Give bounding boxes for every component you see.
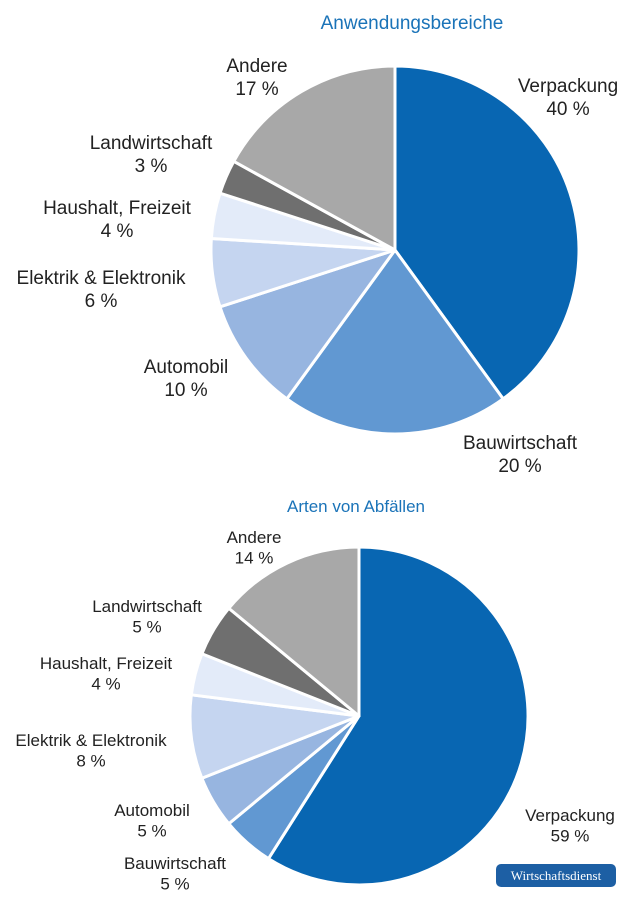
slice-label-automobil: Automobil [144, 357, 229, 378]
pie-slice-andere [227, 545, 361, 718]
slice-value-automobil: 5 % [137, 821, 166, 840]
badge-text: Wirtschaftsdienst [511, 868, 602, 883]
slice-value-elektrik-und-elektronik: 6 % [85, 291, 118, 312]
slice-label-andere: Andere [226, 56, 287, 77]
slice-label-haushalt-freizeit: Haushalt, Freizeit [40, 654, 173, 673]
pie-slice-bauwirtschaft [285, 248, 505, 436]
slice-label-automobil: Automobil [114, 801, 190, 820]
slice-value-verpackung: 59 % [551, 826, 590, 845]
slice-value-automobil: 10 % [164, 380, 207, 401]
chart-title: Arten von Abfällen [287, 497, 425, 516]
slice-value-andere: 17 % [235, 79, 278, 100]
pie-slice-automobil [218, 248, 397, 401]
pie-slice-andere [232, 64, 397, 252]
slice-value-haushalt-freizeit: 4 % [91, 674, 120, 693]
slice-value-bauwirtschaft: 20 % [498, 456, 541, 477]
slice-label-elektrik-und-elektronik: Elektrik & Elektronik [17, 268, 186, 289]
slice-value-verpackung: 40 % [546, 99, 589, 120]
slice-value-elektrik-und-elektronik: 8 % [76, 751, 105, 770]
slice-label-verpackung: Verpackung [518, 76, 618, 97]
slice-label-landwirtschaft: Landwirtschaft [92, 597, 202, 616]
publisher-badge: Wirtschaftsdienst [496, 864, 616, 887]
slice-label-andere: Andere [227, 528, 282, 547]
slice-label-verpackung: Verpackung [525, 806, 615, 825]
badge-background [496, 864, 616, 887]
slice-value-andere: 14 % [235, 548, 274, 567]
slice-label-landwirtschaft: Landwirtschaft [90, 133, 213, 154]
slice-value-landwirtschaft: 3 % [135, 156, 168, 177]
slice-label-elektrik-und-elektronik: Elektrik & Elektronik [15, 731, 167, 750]
pie-slices [209, 64, 581, 436]
slice-label-haushalt-freizeit: Haushalt, Freizeit [43, 198, 192, 219]
slice-label-bauwirtschaft: Bauwirtschaft [124, 854, 226, 873]
slice-value-haushalt-freizeit: 4 % [101, 221, 134, 242]
pie-slice-verpackung [266, 545, 530, 887]
pie-slices [188, 545, 530, 887]
slice-value-bauwirtschaft: 5 % [160, 874, 189, 893]
slice-value-landwirtschaft: 5 % [132, 617, 161, 636]
slice-label-bauwirtschaft: Bauwirtschaft [463, 433, 578, 454]
pie-slice-verpackung [393, 64, 581, 401]
chart-title: Anwendungsbereiche [321, 13, 504, 34]
